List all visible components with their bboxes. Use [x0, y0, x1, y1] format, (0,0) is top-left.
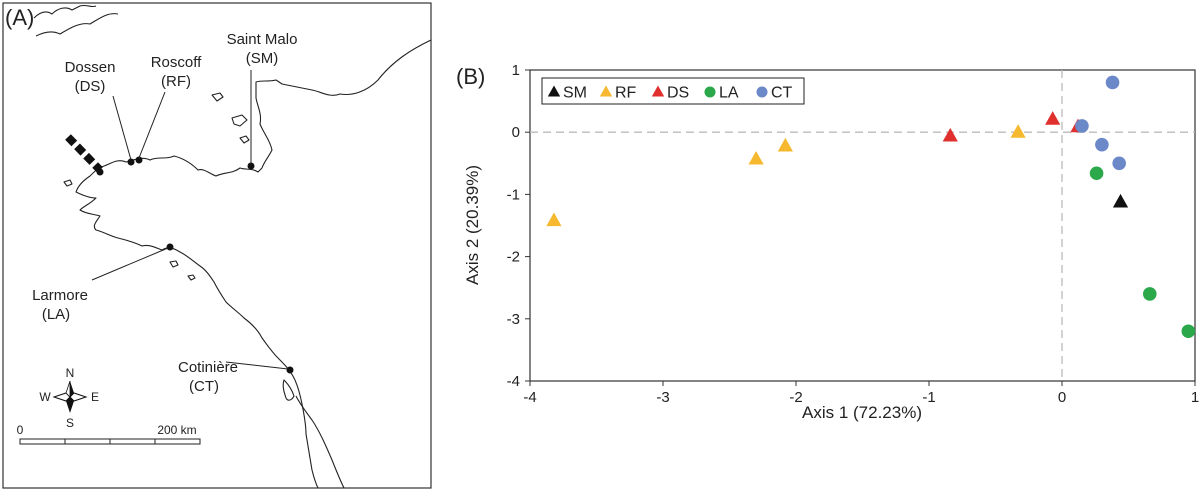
- y-tick-label: -1: [507, 186, 520, 203]
- x-tick-label: -2: [789, 389, 802, 406]
- compass-n: N: [66, 366, 75, 380]
- legend-label-sm: SM: [563, 85, 587, 102]
- data-point-sm: [1112, 193, 1129, 208]
- map-frame: [2, 2, 432, 489]
- legend-marker-rf: [599, 85, 613, 97]
- y-tick-label: 1: [512, 62, 520, 79]
- site-name-rf: Roscoff: [151, 54, 202, 71]
- site-name-sm: Saint Malo: [227, 31, 298, 48]
- map-panel: (A): [2, 2, 432, 489]
- legend-marker-la: [704, 86, 716, 98]
- site-dot-ct: [286, 366, 294, 374]
- chart-panel: (B) -4 -3 -2 -1 0 1 -4 -3 -2 -1 0 1 SM RF DS LA CT Axi…: [456, 62, 1199, 422]
- x-tick-label: 1: [1191, 389, 1199, 406]
- reference-lines: [530, 70, 1195, 381]
- site-code-ds: (DS): [75, 78, 106, 95]
- x-axis-label: Axis 1 (72.23%): [802, 403, 922, 422]
- chart-panel-label: (B): [456, 64, 485, 89]
- scale-start: 0: [17, 423, 24, 437]
- x-tick-label: 0: [1058, 389, 1066, 406]
- site-dot-west: [96, 168, 104, 176]
- data-points: [546, 75, 1196, 339]
- data-point-ct: [1095, 137, 1109, 152]
- data-point-la: [1181, 324, 1196, 339]
- legend-marker-sm: [547, 85, 561, 97]
- y-tick-label: 0: [512, 124, 520, 141]
- data-point-rf: [1010, 124, 1026, 138]
- legend: SM RF DS LA CT: [541, 77, 805, 105]
- legend-label-rf: RF: [615, 85, 637, 102]
- transect-line: [65, 134, 103, 173]
- plot-area: [529, 69, 1196, 382]
- compass-w: W: [39, 390, 51, 404]
- site-name-ct: Cotinière: [178, 359, 238, 376]
- data-point-rf: [748, 150, 764, 165]
- site-name-ds: Dossen: [65, 59, 116, 76]
- map-panel-label: (A): [5, 5, 34, 30]
- legend-label-la: LA: [719, 85, 739, 102]
- legend-marker-ct: [756, 86, 768, 98]
- site-code-rf: (RF): [161, 73, 191, 90]
- site-dot-ds: [127, 158, 135, 166]
- site-code-ct: (CT): [189, 378, 219, 395]
- y-tick-label: -3: [507, 311, 520, 328]
- y-tick-label: -4: [507, 373, 520, 390]
- y-axis-label: Axis 2 (20.39%): [463, 165, 482, 285]
- legend-label-ds: DS: [667, 85, 689, 102]
- site-dot-rf: [135, 156, 143, 164]
- data-point-ct: [1105, 75, 1120, 90]
- compass-e: E: [91, 390, 99, 404]
- data-point-ct: [1075, 119, 1089, 133]
- site-leaders: [91, 70, 289, 370]
- site-dot-sm: [247, 162, 255, 170]
- x-tick-label: -3: [656, 389, 669, 406]
- site-code-la: (LA): [42, 306, 70, 323]
- data-point-ds: [942, 127, 958, 142]
- x-tick-label: -1: [922, 389, 935, 406]
- site-labels: Dossen (DS) Roscoff (RF) Saint Malo (SM)…: [32, 31, 297, 395]
- site-code-sm: (SM): [246, 50, 279, 67]
- data-point-rf: [777, 137, 793, 152]
- y-axis: -4 -3 -2 -1 0 1: [507, 62, 530, 390]
- data-point-la: [1142, 287, 1157, 301]
- data-point-ds: [1045, 111, 1061, 125]
- y-tick-label: -2: [507, 249, 520, 266]
- data-point-ct: [1112, 156, 1126, 171]
- site-dot-la: [166, 243, 174, 251]
- compass-s: S: [66, 416, 74, 430]
- x-tick-label: -4: [523, 389, 536, 406]
- scale-bar: 0 200 km: [17, 423, 201, 445]
- site-markers: [96, 156, 294, 374]
- compass-icon: N S E W: [39, 366, 99, 430]
- coastline: [33, 4, 432, 489]
- x-axis: -4 -3 -2 -1 0 1: [523, 381, 1199, 406]
- site-name-la: Larmore: [32, 287, 88, 304]
- legend-label-ct: CT: [771, 85, 793, 102]
- scale-end: 200 km: [157, 423, 196, 437]
- legend-marker-ds: [651, 85, 665, 97]
- data-point-rf: [546, 212, 562, 227]
- data-point-la: [1089, 166, 1104, 181]
